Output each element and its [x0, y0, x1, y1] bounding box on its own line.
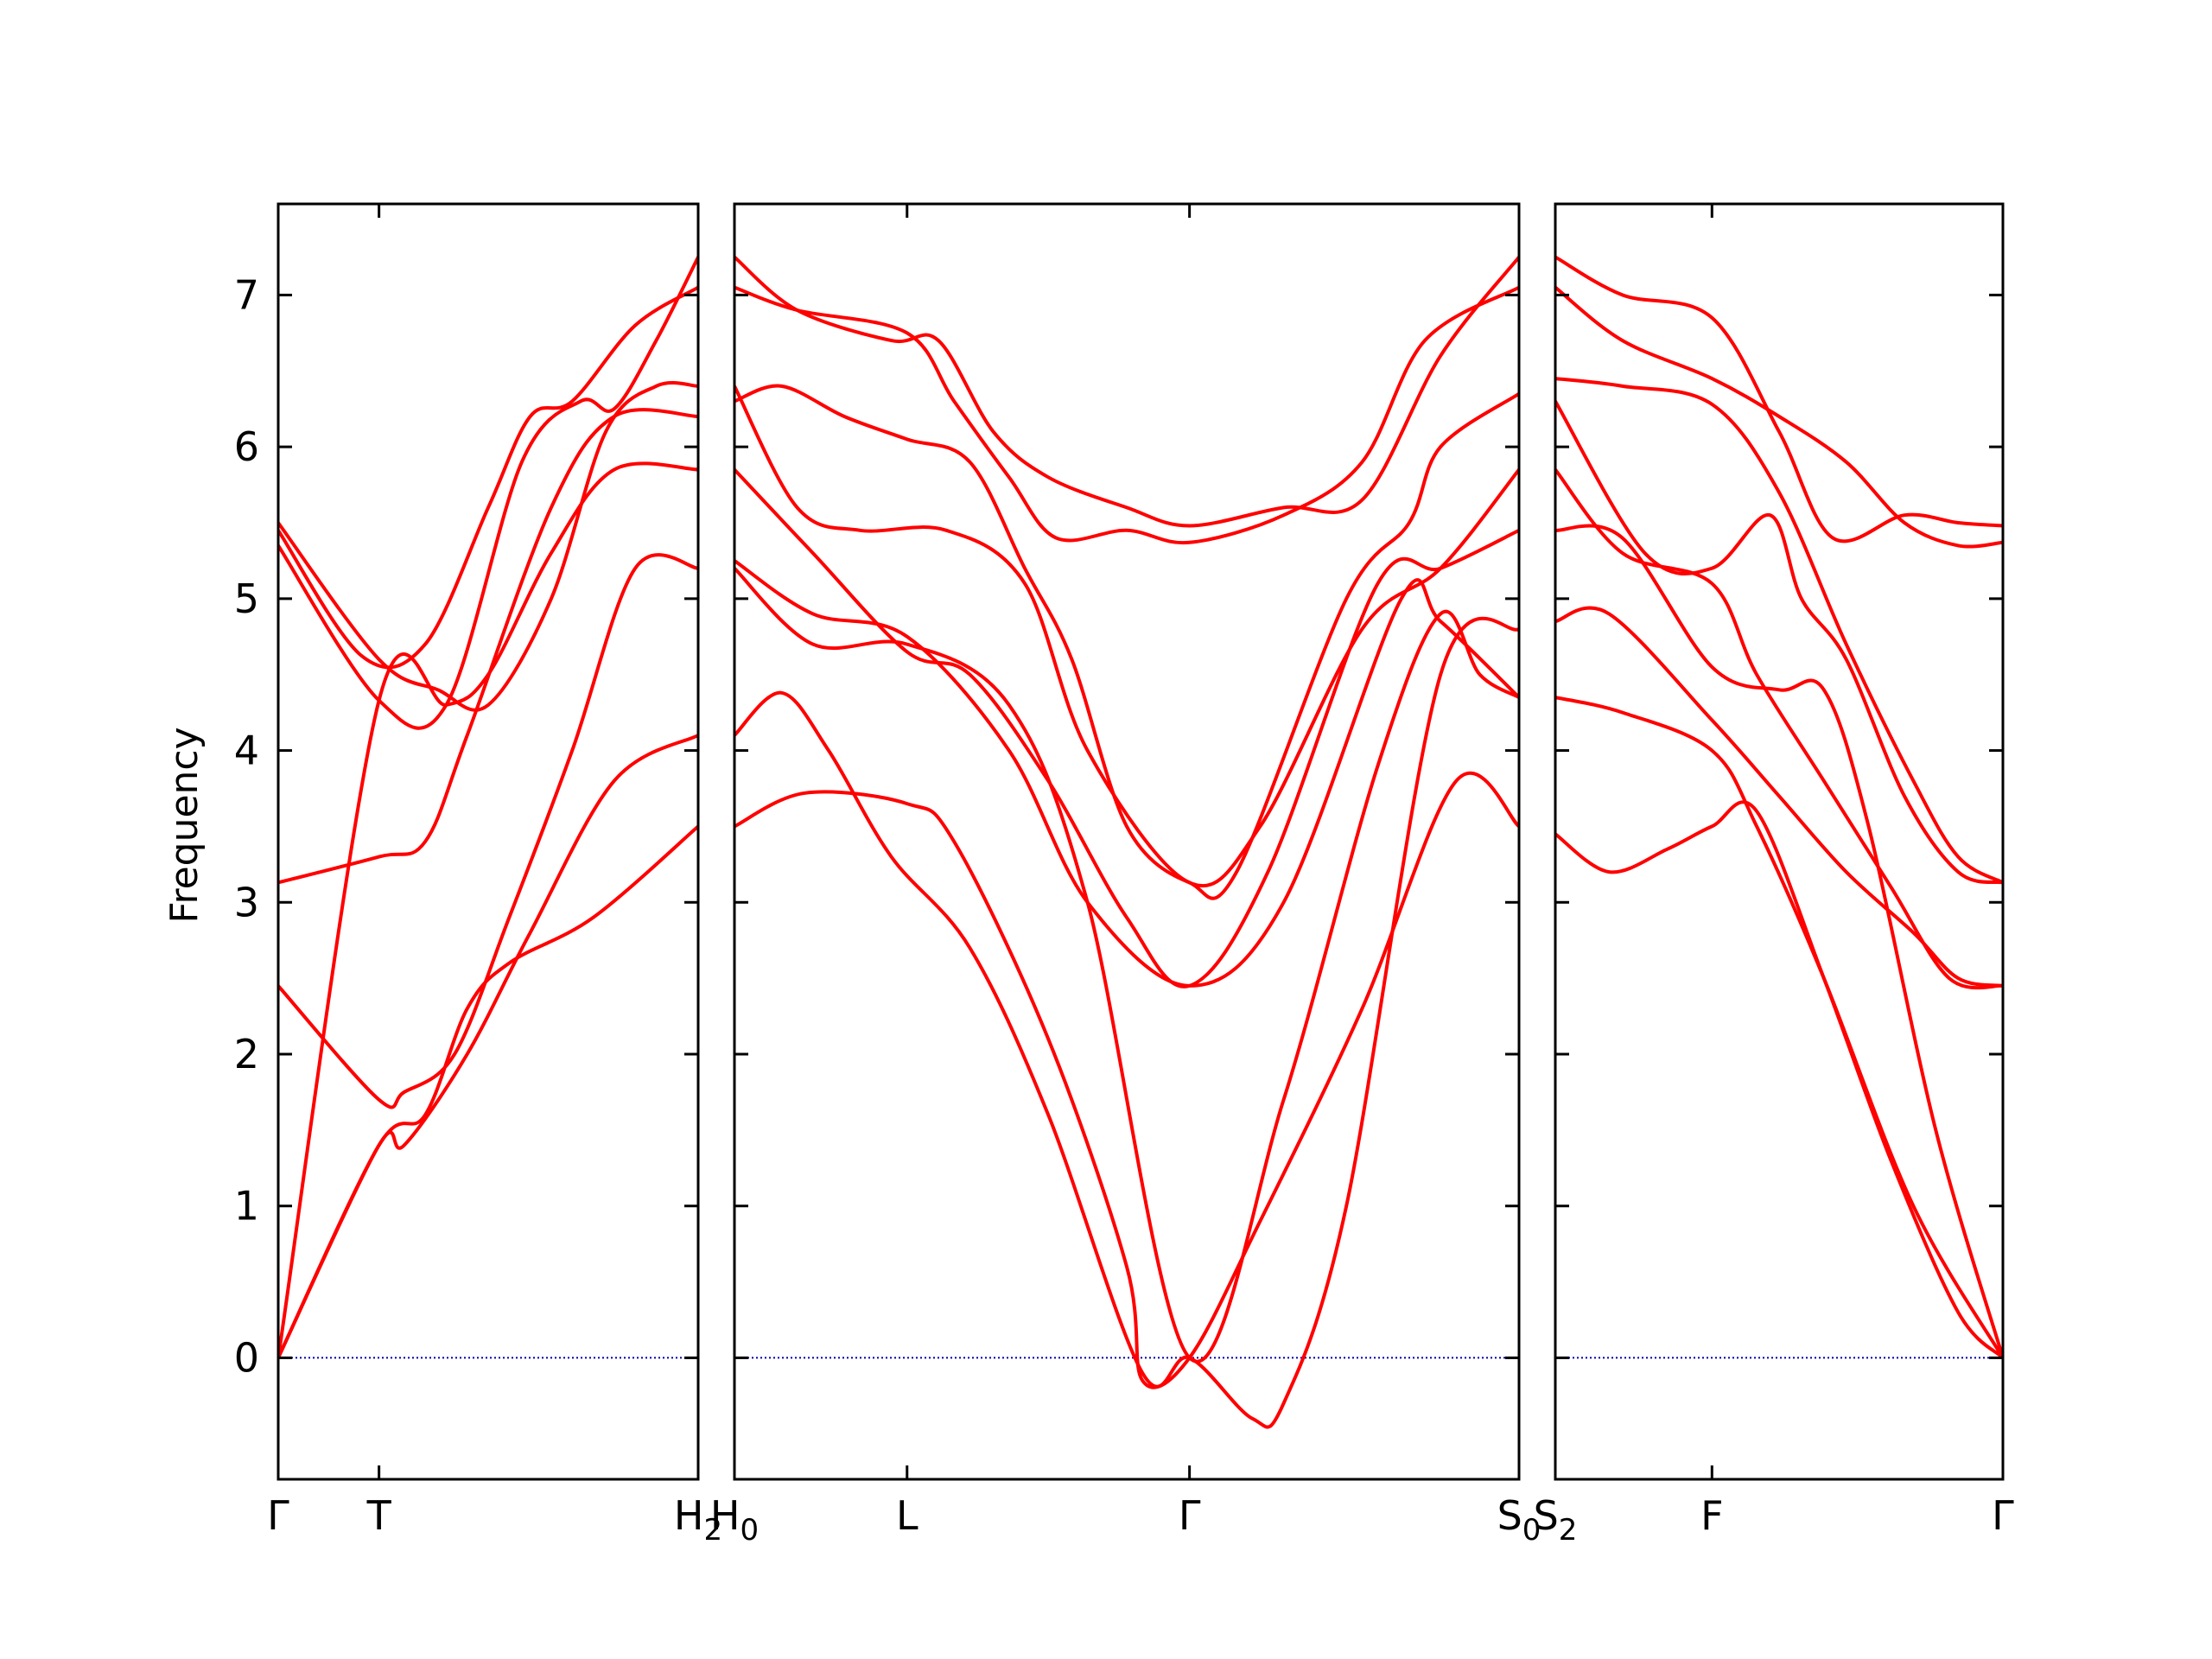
band-3-5 — [1555, 467, 2003, 990]
y-tick-label: 6 — [234, 423, 259, 470]
y-tick-label: 4 — [234, 728, 259, 774]
y-axis-label: Frequency — [162, 727, 207, 923]
y-tick-label: 3 — [234, 879, 259, 925]
band-2-2 — [734, 616, 1519, 1429]
x-tick-label: H2 — [674, 1492, 722, 1548]
x-tick-label: L — [896, 1492, 918, 1539]
panel-frame — [733, 202, 1521, 1481]
band-3-7 — [1555, 377, 2003, 885]
band-3-2 — [1555, 696, 2003, 1360]
band-1-8 — [278, 285, 698, 670]
band-1-6 — [278, 381, 698, 712]
x-tick-label: Γ — [1992, 1492, 2014, 1539]
x-tick-label: S2 — [1534, 1492, 1578, 1548]
x-tick-label: H0 — [710, 1492, 759, 1548]
y-tick-label: 5 — [234, 575, 259, 622]
band-2-9 — [734, 255, 1519, 528]
panel-frame — [276, 202, 700, 1481]
panel-frame — [1554, 202, 2005, 1481]
x-tick-label: F — [1700, 1492, 1723, 1539]
band-1-5 — [278, 408, 698, 885]
y-tick-label: 2 — [234, 1031, 259, 1077]
band-2-6 — [734, 384, 1519, 888]
y-tick-label: 7 — [234, 271, 259, 318]
band-3-4 — [1555, 524, 2003, 1360]
y-tick-labels: 0 1 2 3 4 5 6 7 — [234, 271, 259, 1381]
band-3-6 — [1555, 399, 2003, 885]
band-2-5 — [734, 467, 1519, 988]
band-1-4 — [278, 461, 698, 1360]
band-2-8 — [734, 285, 1519, 545]
x-tick-label: T — [366, 1492, 392, 1539]
band-2-4 — [734, 558, 1519, 988]
panel-3: S2 F Γ — [1534, 202, 2014, 1548]
panel-1: Γ T H2 — [267, 202, 722, 1548]
x-tick-label: Γ — [267, 1492, 289, 1539]
x-tick-label: S0 — [1497, 1492, 1541, 1548]
band-1-2 — [278, 824, 698, 1360]
y-tick-label: 0 — [234, 1334, 259, 1381]
x-tick-label: Γ — [1179, 1492, 1201, 1539]
band-2-3 — [734, 566, 1519, 1363]
band-3-3 — [1555, 606, 2003, 988]
band-1-1 — [278, 734, 698, 1360]
band-2-7 — [734, 384, 1519, 900]
band-1-3 — [278, 553, 698, 1109]
band-3-9 — [1555, 255, 2003, 543]
band-3-1 — [1555, 800, 2003, 1360]
y-tick-label: 1 — [234, 1183, 259, 1230]
band-3-8 — [1555, 285, 2003, 549]
panel-2: H0 L Γ S0 — [710, 202, 1541, 1548]
band-1-7 — [278, 255, 698, 730]
